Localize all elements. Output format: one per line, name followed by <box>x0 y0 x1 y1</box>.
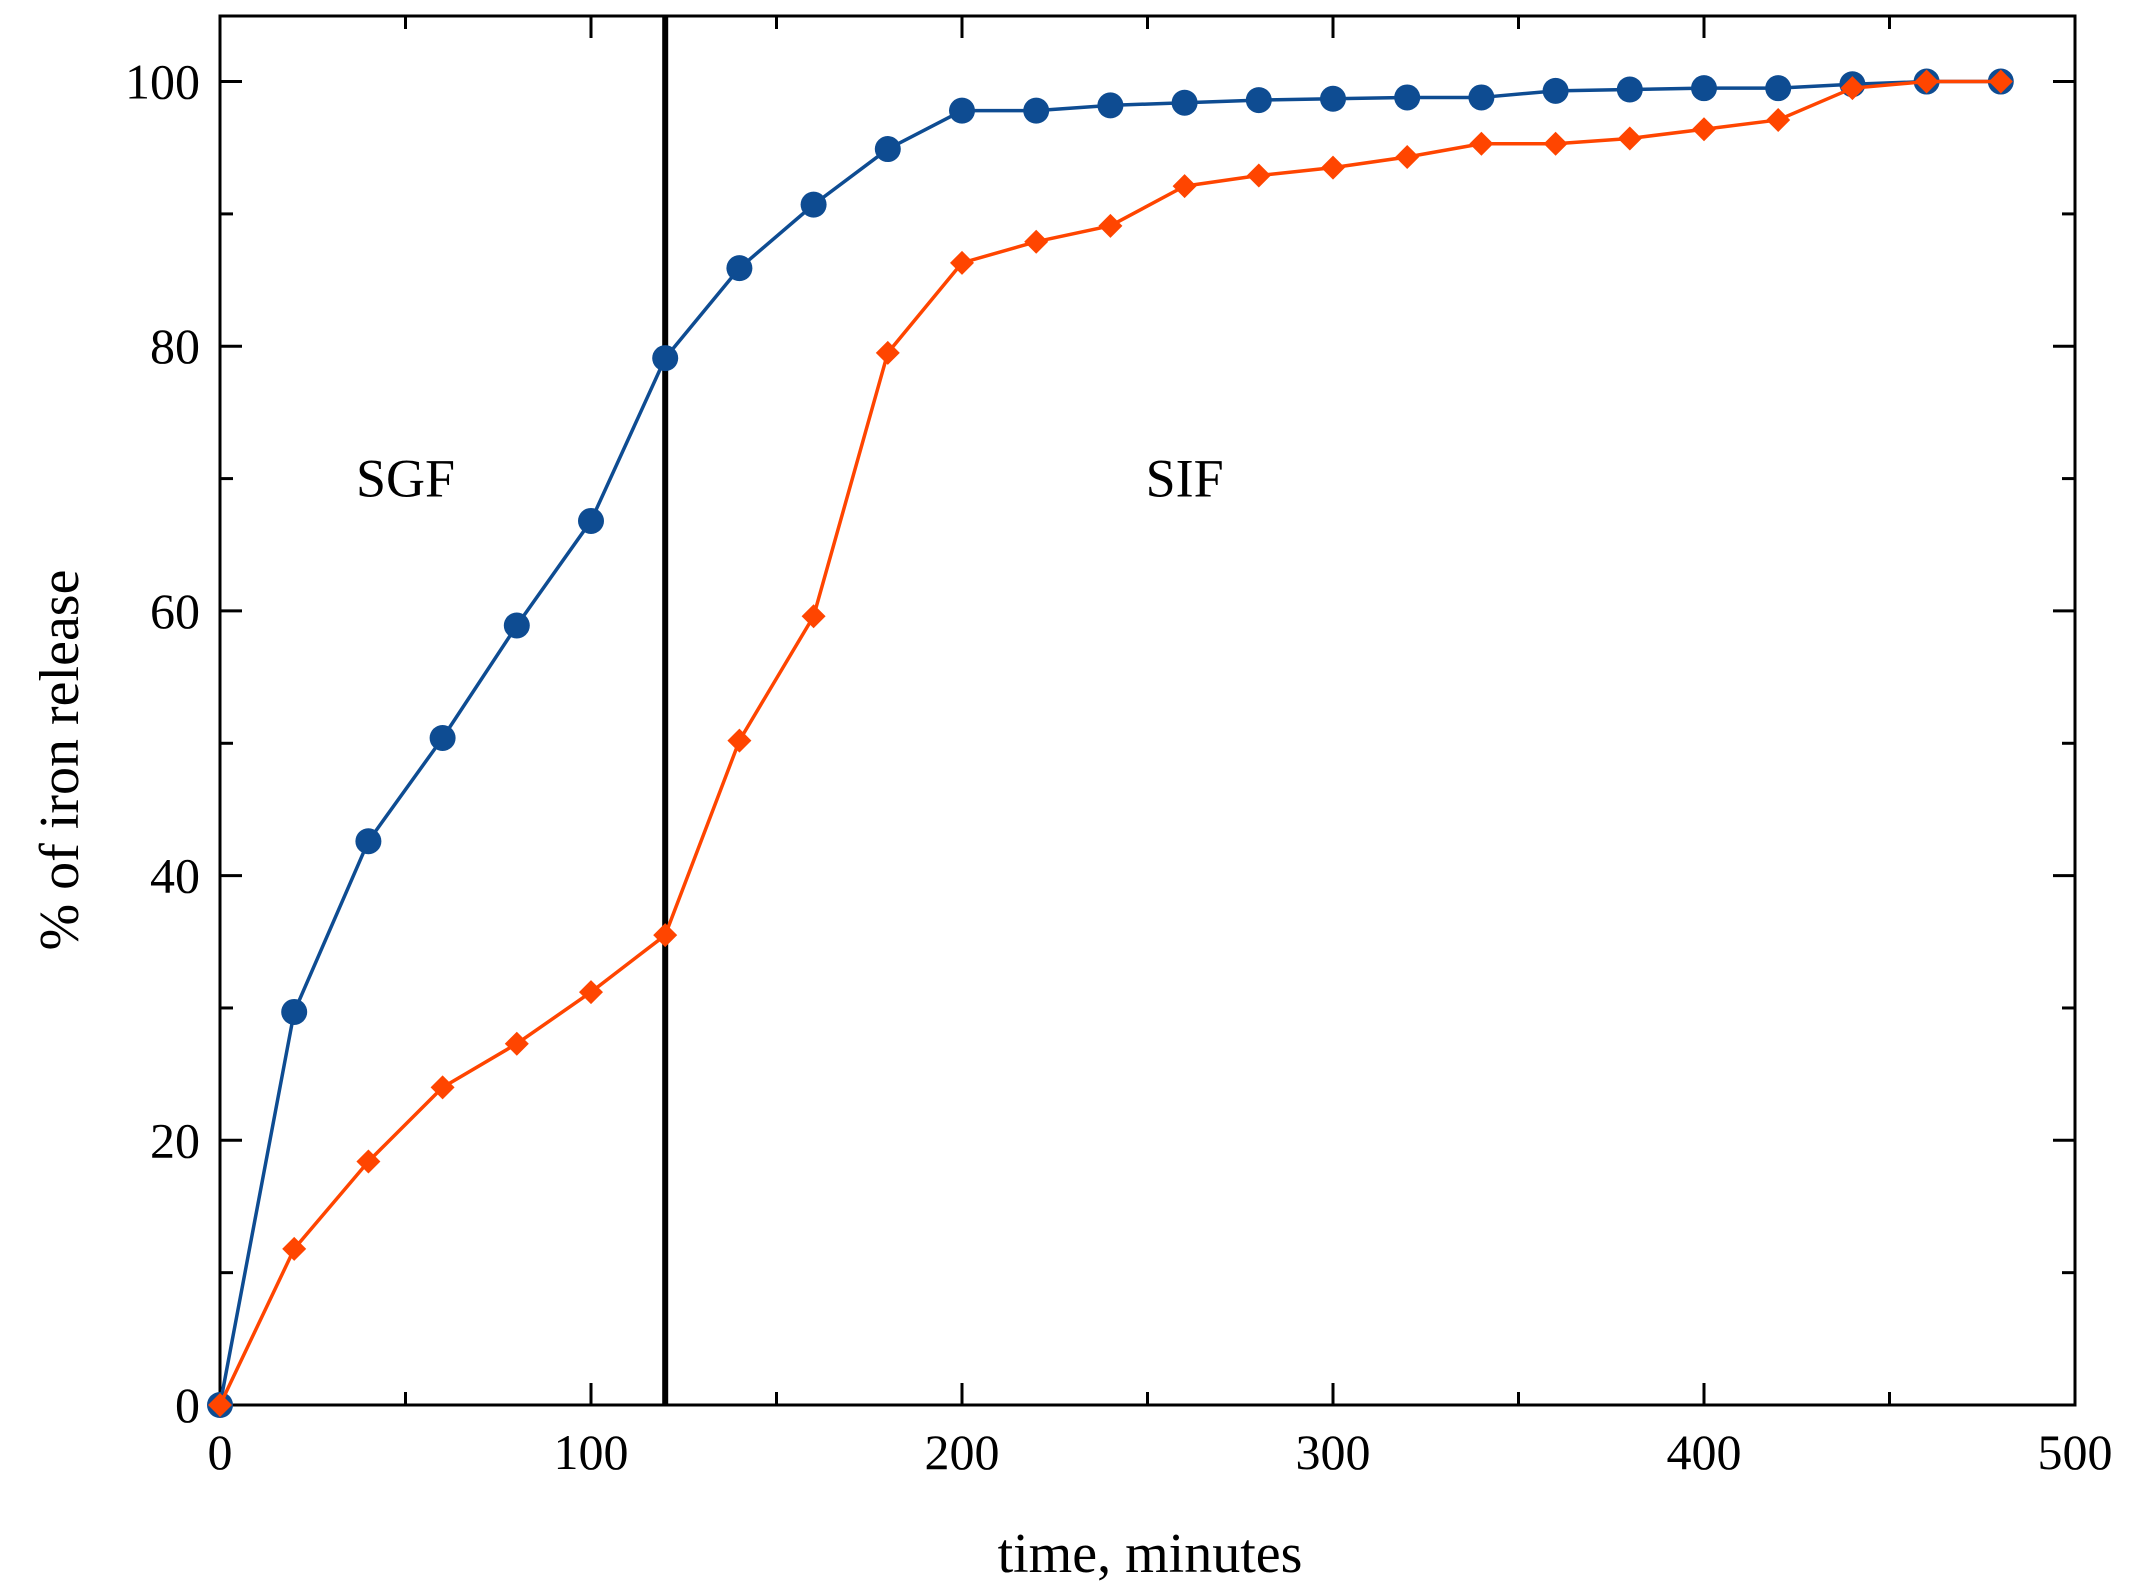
series-blue-point <box>1023 97 1050 124</box>
series-orange-point <box>282 1236 307 1261</box>
series-blue-point <box>1394 84 1421 111</box>
series-blue-point <box>1245 87 1272 114</box>
x-tick-label: 300 <box>1296 1424 1371 1480</box>
x-tick-label: 100 <box>554 1424 629 1480</box>
x-tick-label: 0 <box>208 1424 233 1480</box>
series-orange-point <box>430 1075 455 1100</box>
series-orange-point <box>1840 76 1865 101</box>
series-orange-point <box>1543 131 1568 156</box>
series-orange-point <box>1766 107 1791 132</box>
y-tick-label: 40 <box>150 848 200 904</box>
annotation-sif: SIF <box>1146 449 1224 509</box>
y-tick-label: 60 <box>150 583 200 639</box>
series-blue-line <box>218 79 2001 1406</box>
series-orange-point <box>1024 229 1049 254</box>
series-orange-point <box>801 604 826 629</box>
y-tick-label: 20 <box>150 1112 200 1168</box>
series-orange-point <box>356 1149 381 1174</box>
series-blue-point <box>355 828 382 855</box>
series-orange-line <box>218 79 2001 1406</box>
series-blue-point <box>1097 92 1124 119</box>
series-blue-point <box>800 191 827 218</box>
series-orange-point <box>1914 69 1939 94</box>
series-orange-point <box>653 923 678 948</box>
series-blue-point <box>949 97 975 124</box>
y-tick-label: 80 <box>150 318 200 374</box>
y-tick-label: 0 <box>175 1377 200 1433</box>
series-orange-point <box>1321 155 1345 180</box>
series-orange-point <box>579 980 603 1005</box>
series-orange-point <box>504 1031 529 1056</box>
y-axis-title: % of iron release <box>29 570 91 951</box>
series-orange-point <box>1395 144 1420 169</box>
series-orange-point <box>1172 174 1197 199</box>
series-blue-point <box>1320 85 1346 112</box>
series-orange-point <box>1692 117 1716 142</box>
series-orange-point <box>950 250 974 275</box>
series-blue-point <box>578 507 604 534</box>
series-blue-point <box>726 255 753 282</box>
series-blue-point <box>429 724 456 751</box>
series-orange-point <box>1469 131 1494 156</box>
y-tick-label: 100 <box>125 54 200 110</box>
series-orange-point <box>727 728 752 753</box>
x-axis-title: time, minutes <box>998 1523 1303 1585</box>
series-blue-point <box>1691 75 1717 102</box>
series-blue-point <box>1468 84 1495 111</box>
series-blue-point <box>281 998 308 1025</box>
series-orange-point <box>208 1393 232 1417</box>
annotation-sgf: SGF <box>356 449 455 509</box>
plot-frame <box>218 14 2077 1407</box>
series-orange-point <box>1098 213 1123 238</box>
series-orange-point <box>1246 163 1271 188</box>
series-orange-point <box>875 340 900 365</box>
series-orange-point <box>1617 126 1642 151</box>
x-tick-label: 200 <box>925 1424 1000 1480</box>
series-blue-point <box>652 345 679 372</box>
series-blue-point <box>1171 89 1198 116</box>
series-orange-point <box>1988 69 2013 94</box>
series-blue-point <box>1765 75 1792 102</box>
x-tick-label: 500 <box>2038 1424 2113 1480</box>
x-tick-label: 400 <box>1667 1424 1742 1480</box>
series-blue-point <box>503 612 530 639</box>
series-blue-point <box>1616 76 1643 103</box>
series-blue-point <box>874 136 901 163</box>
series-blue-point <box>1542 77 1569 104</box>
